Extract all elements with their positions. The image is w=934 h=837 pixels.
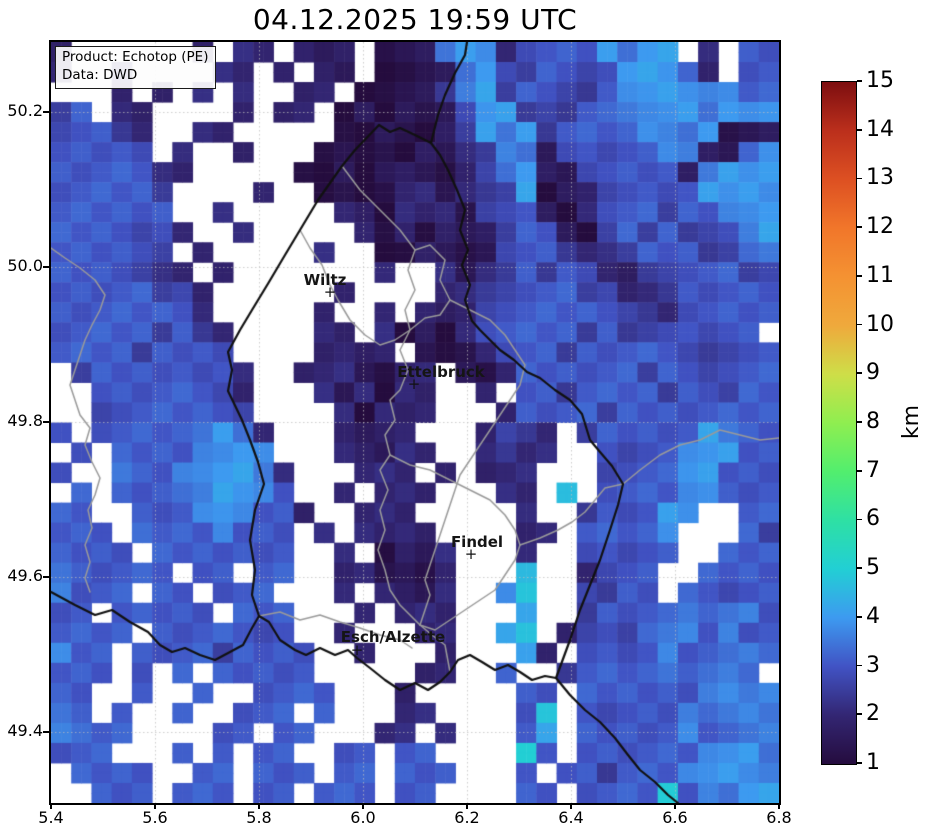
colorbar-tick-mark [857, 616, 862, 618]
x-tick-label: 6.4 [558, 808, 584, 827]
x-tick-label: 6.0 [350, 808, 376, 827]
y-tick-mark [43, 421, 49, 423]
city-marker-icon: + [323, 283, 337, 302]
colorbar-tick-label: 14 [866, 116, 894, 142]
colorbar-tick-label: 15 [866, 68, 894, 93]
x-tick-label: 5.6 [142, 808, 168, 827]
y-tick-label: 49.4 [7, 721, 43, 740]
y-tick-mark [43, 266, 49, 268]
colorbar-tick-mark [857, 664, 862, 667]
colorbar-tick-mark [857, 567, 862, 569]
x-tick-label: 6.2 [454, 808, 480, 827]
city-label-findel: Findel [450, 533, 504, 551]
data-source-label: Data: DWD [62, 66, 138, 83]
x-tick-mark [466, 803, 468, 809]
product-info-box: Product: Echotop (PE) Data: DWD [55, 46, 217, 89]
x-tick-label: 6.6 [662, 808, 688, 827]
x-tick-mark [50, 803, 52, 809]
colorbar-tick-label: 2 [866, 701, 880, 727]
colorbar-tick-mark [857, 421, 862, 423]
x-tick-mark [362, 803, 364, 809]
y-tick-label: 49.8 [7, 411, 43, 430]
colorbar-tick-mark [857, 323, 862, 326]
y-tick-mark [43, 576, 49, 578]
colorbar-tick-label: 13 [866, 165, 894, 191]
x-tick-mark [570, 803, 572, 809]
colorbar-tick-label: 5 [866, 555, 880, 581]
city-label-wiltz: Wiltz [303, 271, 347, 289]
y-tick-label: 50.2 [7, 101, 43, 120]
x-tick-mark [674, 803, 676, 809]
colorbar-tick-label: 4 [866, 603, 880, 629]
colorbar-tick-mark [857, 762, 862, 764]
city-marker-icon: + [464, 545, 478, 564]
figure-title: 04.12.2025 19:59 UTC [252, 3, 578, 36]
x-tick-mark [778, 803, 780, 809]
city-label-esch-alzette: Esch/Alzette [340, 628, 446, 646]
colorbar-tick-mark [857, 713, 862, 716]
colorbar-tick-mark [857, 518, 862, 521]
x-tick-mark [154, 803, 156, 809]
product-label: Product: Echotop (PE) [62, 49, 209, 65]
colorbar-tick-mark [857, 275, 862, 277]
colorbar-tick-label: 10 [866, 311, 894, 337]
x-tick-label: 5.8 [246, 808, 272, 827]
city-marker-icon: + [407, 375, 421, 394]
x-tick-mark [258, 803, 260, 809]
colorbar-tick-label: 9 [866, 360, 880, 386]
x-tick-label: 6.8 [766, 808, 792, 827]
colorbar-tick-label: 3 [866, 652, 880, 678]
map-plot: Product: Echotop (PE) Data: DWD Wiltz + Et… [49, 40, 781, 805]
y-tick-label: 49.6 [7, 566, 43, 585]
colorbar-tick-label: 12 [866, 214, 894, 240]
y-tick-mark [43, 111, 49, 113]
radar-map-canvas [51, 42, 779, 803]
colorbar-tick-label: 7 [866, 457, 880, 483]
colorbar-tick-mark [857, 128, 862, 131]
colorbar-tick-label: 11 [866, 262, 894, 288]
colorbar-tick-mark [857, 469, 862, 472]
colorbar-tick-mark [857, 226, 862, 228]
colorbar-tick-label: 8 [866, 409, 880, 434]
y-tick-mark [43, 731, 49, 733]
colorbar-tick-mark [857, 372, 862, 375]
colorbar-tick-mark [857, 177, 862, 180]
city-marker-icon: + [350, 641, 364, 660]
colorbar-tick-label: 6 [866, 506, 880, 532]
colorbar [821, 81, 857, 765]
colorbar-tick-label: 1 [866, 750, 880, 775]
colorbar-tick-mark [857, 80, 862, 82]
x-tick-label: 5.4 [38, 808, 64, 827]
y-tick-label: 50.0 [7, 256, 43, 275]
city-label-ettelbruck: Ettelbruck [397, 363, 485, 381]
colorbar-unit-label: km [898, 404, 924, 440]
